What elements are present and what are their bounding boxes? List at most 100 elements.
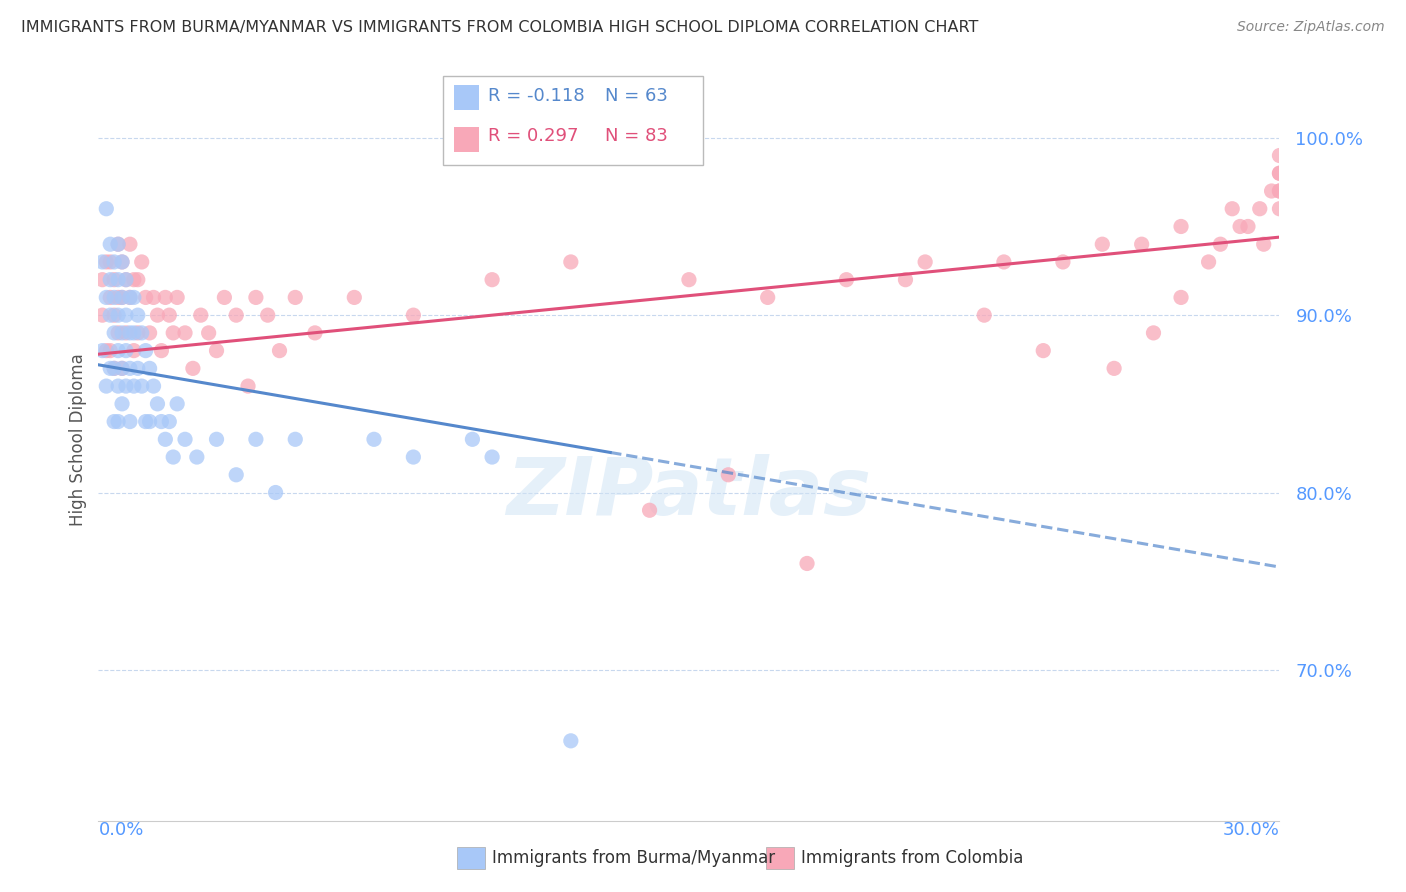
Point (111, 361, 134, 376)
Text: Immigrants from Burma/Myanmar: Immigrants from Burma/Myanmar (492, 849, 775, 867)
Point (127, 326, 149, 340)
Point (973, 308, 995, 322)
Point (98, 343, 121, 358)
Point (96, 255, 118, 269)
Point (103, 361, 125, 376)
Point (481, 450, 503, 464)
Point (225, 308, 247, 322)
Point (304, 326, 326, 340)
Point (122, 379, 145, 393)
Point (131, 255, 153, 269)
Text: Immigrants from Colombia: Immigrants from Colombia (801, 849, 1024, 867)
Point (127, 308, 149, 322)
Point (1260, 184, 1282, 198)
Point (162, 450, 184, 464)
Point (343, 290, 366, 304)
Point (122, 290, 145, 304)
Point (1229, 219, 1251, 234)
Point (118, 290, 141, 304)
Point (717, 467, 740, 482)
Point (638, 503, 661, 517)
Point (111, 361, 134, 376)
Point (560, 255, 582, 269)
Point (157, 308, 180, 322)
Point (1198, 255, 1220, 269)
Point (115, 379, 138, 393)
Point (91, 273, 114, 287)
Point (115, 343, 138, 358)
Point (190, 308, 212, 322)
Point (98, 290, 121, 304)
Point (756, 290, 779, 304)
Point (135, 415, 157, 429)
Point (1268, 166, 1291, 180)
Point (256, 308, 278, 322)
Point (111, 397, 134, 411)
Point (107, 343, 129, 358)
Point (103, 326, 125, 340)
Point (461, 433, 484, 447)
Point (96, 290, 118, 304)
Point (284, 290, 307, 304)
Point (103, 415, 125, 429)
Point (155, 433, 177, 447)
Point (150, 343, 173, 358)
Point (146, 397, 169, 411)
Text: IMMIGRANTS FROM BURMA/MYANMAR VS IMMIGRANTS FROM COLOMBIA HIGH SCHOOL DIPLOMA CO: IMMIGRANTS FROM BURMA/MYANMAR VS IMMIGRA… (21, 20, 979, 35)
Point (174, 326, 197, 340)
Point (103, 361, 125, 376)
Point (142, 290, 165, 304)
Point (914, 255, 936, 269)
Point (269, 343, 291, 358)
Point (402, 450, 425, 464)
Point (96, 379, 118, 393)
Point (150, 415, 173, 429)
Point (1253, 237, 1275, 252)
Point (91, 343, 114, 358)
Point (107, 237, 129, 252)
Text: R = 0.297: R = 0.297 (488, 128, 578, 145)
Point (107, 290, 129, 304)
Point (98, 273, 121, 287)
Point (122, 343, 145, 358)
Point (96, 343, 118, 358)
Point (197, 326, 219, 340)
Point (115, 308, 138, 322)
Point (1209, 237, 1232, 252)
Point (186, 450, 208, 464)
Text: Source: ZipAtlas.com: Source: ZipAtlas.com (1237, 20, 1385, 34)
Point (1170, 219, 1192, 234)
Point (111, 290, 134, 304)
Point (107, 308, 129, 322)
Point (111, 326, 134, 340)
Point (166, 397, 188, 411)
Text: 0.0%: 0.0% (98, 821, 143, 838)
Point (107, 326, 129, 340)
Point (245, 290, 267, 304)
Point (138, 415, 160, 429)
Point (1142, 326, 1164, 340)
Point (98, 308, 121, 322)
Point (1268, 184, 1291, 198)
Point (1102, 361, 1125, 376)
Point (402, 308, 425, 322)
Point (1220, 202, 1243, 216)
Text: N = 83: N = 83 (605, 128, 668, 145)
Point (115, 273, 138, 287)
Point (127, 273, 149, 287)
Point (131, 379, 153, 393)
Point (1130, 237, 1153, 252)
Point (138, 361, 160, 376)
Point (155, 290, 177, 304)
Point (107, 379, 129, 393)
Point (236, 379, 259, 393)
Text: ZIPatlas: ZIPatlas (506, 454, 872, 532)
Point (796, 557, 818, 571)
Point (122, 273, 145, 287)
Point (138, 326, 160, 340)
Point (115, 273, 138, 287)
Text: N = 63: N = 63 (605, 87, 668, 105)
Point (993, 255, 1015, 269)
Point (205, 433, 228, 447)
Point (118, 237, 141, 252)
